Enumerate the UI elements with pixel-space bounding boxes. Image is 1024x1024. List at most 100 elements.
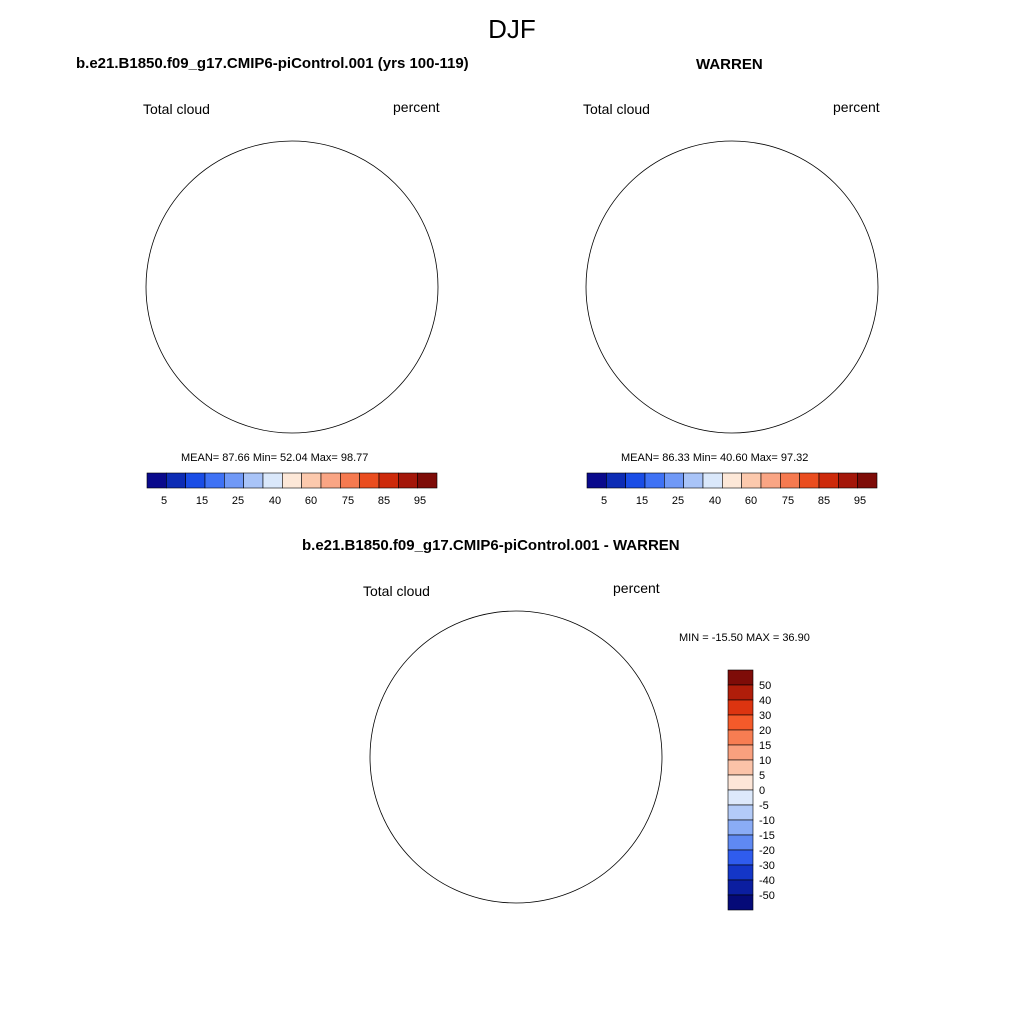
band-60 — [225, 217, 366, 345]
colorbar-tick-label: 20 — [759, 725, 771, 737]
figure-title: DJF — [488, 14, 536, 44]
colorbar-tick-label: 10 — [759, 755, 771, 767]
colorbar-swatch — [625, 472, 646, 489]
panel-3-map-border — [369, 610, 663, 904]
colorbar-swatch — [262, 472, 283, 489]
colorbar-swatch — [727, 774, 754, 791]
colorbar-swatch — [760, 472, 781, 489]
panel-2-map — [585, 140, 879, 434]
colorbar-tick-label: 5 — [759, 770, 765, 782]
colorbar-swatch — [301, 472, 322, 489]
colorbar-swatch — [727, 684, 754, 701]
panel-1-title: b.e21.B1850.f09_g17.CMIP6-piControl.001 … — [76, 55, 469, 72]
coastline — [594, 199, 828, 363]
missing-data-sw — [612, 347, 652, 391]
colorbar-swatch — [166, 472, 186, 489]
colorbar-tick-label: 85 — [818, 495, 830, 507]
panel-3-stats: MIN = -15.50 MAX = 36.90 — [679, 632, 810, 644]
missing-data-nw — [450, 697, 476, 717]
colorbar-tick-label: -5 — [759, 800, 769, 812]
panel-2-colorbar: 5 15 25 40 60 75 85 95 — [586, 472, 878, 507]
panel-1-map-border — [145, 140, 439, 434]
missing-data-ne — [802, 205, 826, 227]
colorbar-tick-label: 5 — [161, 495, 167, 507]
panel-3-map — [369, 610, 663, 904]
colorbar-swatch — [243, 472, 264, 489]
diff-20-patch — [420, 713, 436, 743]
colorbar-swatch — [857, 472, 878, 489]
colorbar-swatch — [320, 472, 341, 489]
colorbar-swatch — [683, 472, 704, 489]
ocean-95-band — [146, 141, 438, 433]
colorbar-swatch — [204, 472, 225, 489]
patch-85-south — [586, 307, 852, 433]
colorbar-tick-label: 40 — [269, 495, 281, 507]
colorbar-tick-label: 50 — [759, 680, 771, 692]
colorbar-tick-label: 75 — [782, 495, 794, 507]
colorbar-swatch — [727, 834, 754, 851]
band-65 — [210, 205, 379, 356]
patch-85-north — [592, 141, 762, 257]
colorbar-swatch — [727, 894, 754, 911]
missing-data-east — [820, 257, 850, 279]
colorbar-swatch — [378, 472, 399, 489]
missing-data-east — [604, 753, 634, 775]
colorbar-swatch — [799, 472, 820, 489]
colorbar-swatch — [727, 789, 754, 806]
colorbar-tick-label: -15 — [759, 830, 775, 842]
colorbar-tick-label: 75 — [342, 495, 354, 507]
panel-2-title: WARREN — [696, 56, 763, 73]
colorbar-swatch — [417, 472, 438, 489]
colorbar-swatch — [727, 804, 754, 821]
colorbar-swatch — [702, 472, 723, 489]
colorbar-swatch — [727, 849, 754, 866]
band-85 — [145, 174, 410, 389]
diff-15-north — [536, 627, 576, 657]
colorbar-swatch — [727, 759, 754, 776]
colorbar-swatch — [282, 472, 302, 489]
colorbar-swatch — [727, 669, 754, 686]
ocean-75-band — [586, 141, 878, 433]
colorbar-tick-label: -10 — [759, 815, 775, 827]
colorbar-tick-label: 5 — [601, 495, 607, 507]
colorbar-tick-label: 25 — [672, 495, 684, 507]
missing-data-west — [370, 757, 428, 801]
colorbar-swatch — [644, 472, 665, 489]
diff-base-5 — [370, 611, 662, 903]
missing-data-west — [586, 271, 644, 315]
colorbar-tick-label: 40 — [709, 495, 721, 507]
colorbar-swatch — [722, 472, 742, 489]
band-55-east — [294, 296, 346, 343]
colorbar-tick-label: 30 — [759, 710, 771, 722]
colorbar-tick-label: 0 — [759, 785, 765, 797]
colorbar-swatch — [727, 819, 754, 836]
colorbar-swatch — [727, 729, 754, 746]
colorbar-swatch — [727, 864, 754, 881]
missing-data-nw — [636, 207, 662, 235]
colorbar-tick-label: -50 — [759, 890, 775, 902]
colorbar-tick-label: 15 — [636, 495, 648, 507]
missing-data-interior — [662, 209, 822, 363]
panel-1-units-label: percent — [393, 99, 440, 115]
colorbar-swatch — [838, 472, 858, 489]
diff-neg-5-south — [516, 817, 556, 847]
colorbar-swatch — [586, 472, 607, 489]
coastline — [378, 669, 612, 833]
colorbar-swatch — [224, 472, 244, 489]
panel-2-stats: MEAN= 86.33 Min= 40.60 Max= 97.32 — [621, 452, 809, 464]
colorbar-swatch — [398, 472, 418, 489]
colorbar-swatch — [664, 472, 684, 489]
colorbar-tick-label: 85 — [378, 495, 390, 507]
colorbar-swatch — [727, 879, 754, 896]
missing-data-ne — [586, 691, 610, 713]
ice-band-65 — [652, 203, 830, 371]
colorbar-tick-label: 15 — [759, 740, 771, 752]
colorbar-swatch — [146, 472, 167, 489]
missing-data-interior — [446, 679, 606, 833]
colorbar-tick-label: -40 — [759, 875, 775, 887]
colorbar-swatch — [741, 472, 762, 489]
colorbar-swatch — [185, 472, 206, 489]
colorbar-tick-label: 60 — [745, 495, 757, 507]
colorbar-swatch — [780, 472, 800, 489]
